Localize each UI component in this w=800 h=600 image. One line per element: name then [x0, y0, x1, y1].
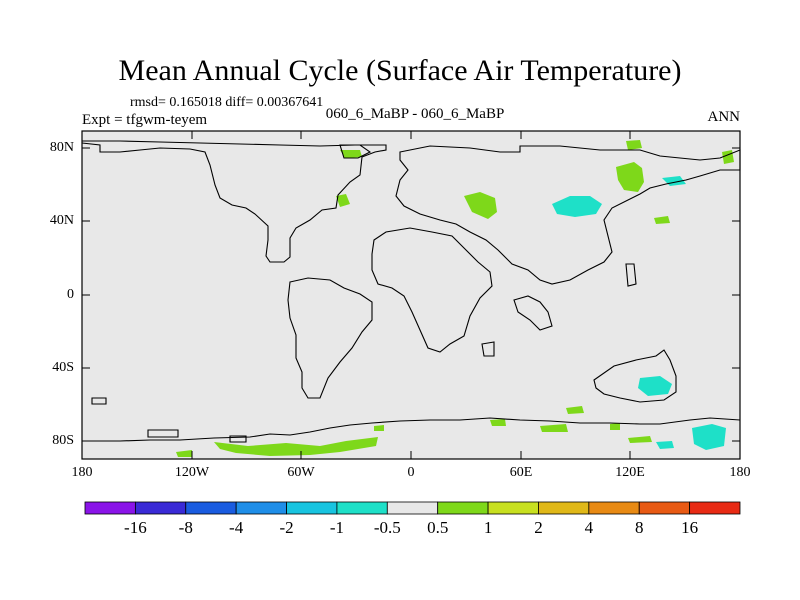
anomaly-patch-antarctica-small2 — [490, 419, 506, 426]
colorbar-label: -16 — [124, 518, 147, 537]
colorbar-label: 4 — [584, 518, 594, 537]
anomaly-patch-antarctica-small7 — [374, 425, 384, 431]
coastline-greenland — [339, 144, 372, 159]
axis-ticks — [81, 131, 741, 459]
anomaly-patch-antarctica-small1 — [176, 450, 192, 457]
anomaly-patch-antarctica-small5 — [610, 423, 620, 430]
coastline-north-america — [81, 140, 387, 263]
coastline-antarctica — [82, 417, 741, 442]
colorbar-swatch — [588, 501, 640, 515]
colorbar-label: 0.5 — [427, 518, 449, 537]
colorbar-swatch — [84, 501, 136, 515]
lon-label-60e: 60E — [509, 465, 533, 480]
colorbar-swatch — [185, 501, 237, 515]
coastline-eurasia — [395, 145, 741, 285]
colorbar-swatch — [134, 501, 187, 515]
coastline-india — [513, 295, 553, 331]
lon-label-120e: 120E — [615, 465, 645, 480]
anomaly-patch-arctic-small — [626, 140, 642, 150]
stats-line: rmsd= 0.165018 diff= 0.00367641 — [130, 95, 324, 110]
anomaly-patch-antarctica-small4 — [566, 406, 584, 414]
colorbar — [84, 501, 741, 515]
lon-label-60w: 60W — [287, 465, 315, 480]
colorbar-label: 2 — [534, 518, 543, 537]
comparison-label: 060_6_MaBP - 060_6_MaBP — [325, 106, 505, 122]
colorbar-label: -4 — [229, 518, 244, 537]
lat-label-40s: 40S — [52, 360, 74, 375]
anomaly-patch-iceland — [336, 194, 350, 207]
lon-label-120w: 120W — [174, 465, 210, 480]
plot-title: Mean Annual Cycle (Surface Air Temperatu… — [118, 54, 682, 87]
anomaly-patch-australia — [638, 376, 672, 396]
colorbar-label: -1 — [329, 518, 344, 537]
lat-label-80s: 80S — [52, 433, 74, 448]
anomaly-patch-greenland — [340, 150, 362, 158]
experiment-label: Expt = tfgwm-teyem — [82, 112, 208, 128]
coastline-madagascar — [481, 341, 495, 357]
anomaly-patch-antarctica-small3 — [540, 424, 568, 432]
colorbar-label: 16 — [681, 518, 699, 537]
lat-label-40n: 40N — [49, 213, 74, 228]
coastline-south-america — [287, 277, 373, 399]
colorbar-label: -2 — [279, 518, 294, 537]
colorbar-swatch — [487, 501, 539, 515]
colorbar-label: 8 — [634, 518, 644, 537]
colorbar-swatch — [286, 501, 338, 515]
colorbar-swatch — [437, 501, 489, 515]
coastlines — [81, 140, 741, 443]
colorbar-swatch — [336, 501, 388, 515]
colorbar-swatch — [689, 501, 741, 515]
colorbar-swatch — [386, 501, 439, 515]
lon-label-180e: 180 — [729, 465, 751, 480]
colorbar-label: -0.5 — [373, 518, 401, 537]
anomaly-patch-scandinavia — [464, 192, 497, 219]
anomaly-patch-antarctica-small6 — [628, 436, 652, 443]
anomaly-patches — [176, 140, 734, 457]
anomaly-patch-central-asia — [552, 196, 602, 217]
colorbar-label: 1 — [483, 518, 493, 537]
colorbar-swatch — [638, 501, 691, 515]
season-label: ANN — [707, 109, 741, 125]
coastline-australia — [593, 349, 677, 403]
colorbar-swatch — [538, 501, 590, 515]
anomaly-patch-antarctic-east-small — [656, 441, 674, 449]
coastline-japan — [625, 263, 637, 287]
anomaly-patch-antarctica-west — [214, 437, 378, 456]
anomaly-patch-antarctic-east — [692, 424, 726, 450]
coastline-islands-west — [91, 397, 247, 443]
lat-label-0: 0 — [67, 287, 74, 302]
colorbar-label: -8 — [178, 518, 193, 537]
lon-label-180w: 180 — [71, 465, 93, 480]
anomaly-patch-siberia — [616, 162, 644, 192]
coastline-africa — [371, 227, 493, 353]
lat-label-80n: 80N — [49, 140, 74, 155]
anomaly-patch-japan — [654, 216, 670, 224]
colorbar-swatch — [235, 501, 287, 515]
lon-label-0: 0 — [407, 465, 415, 480]
